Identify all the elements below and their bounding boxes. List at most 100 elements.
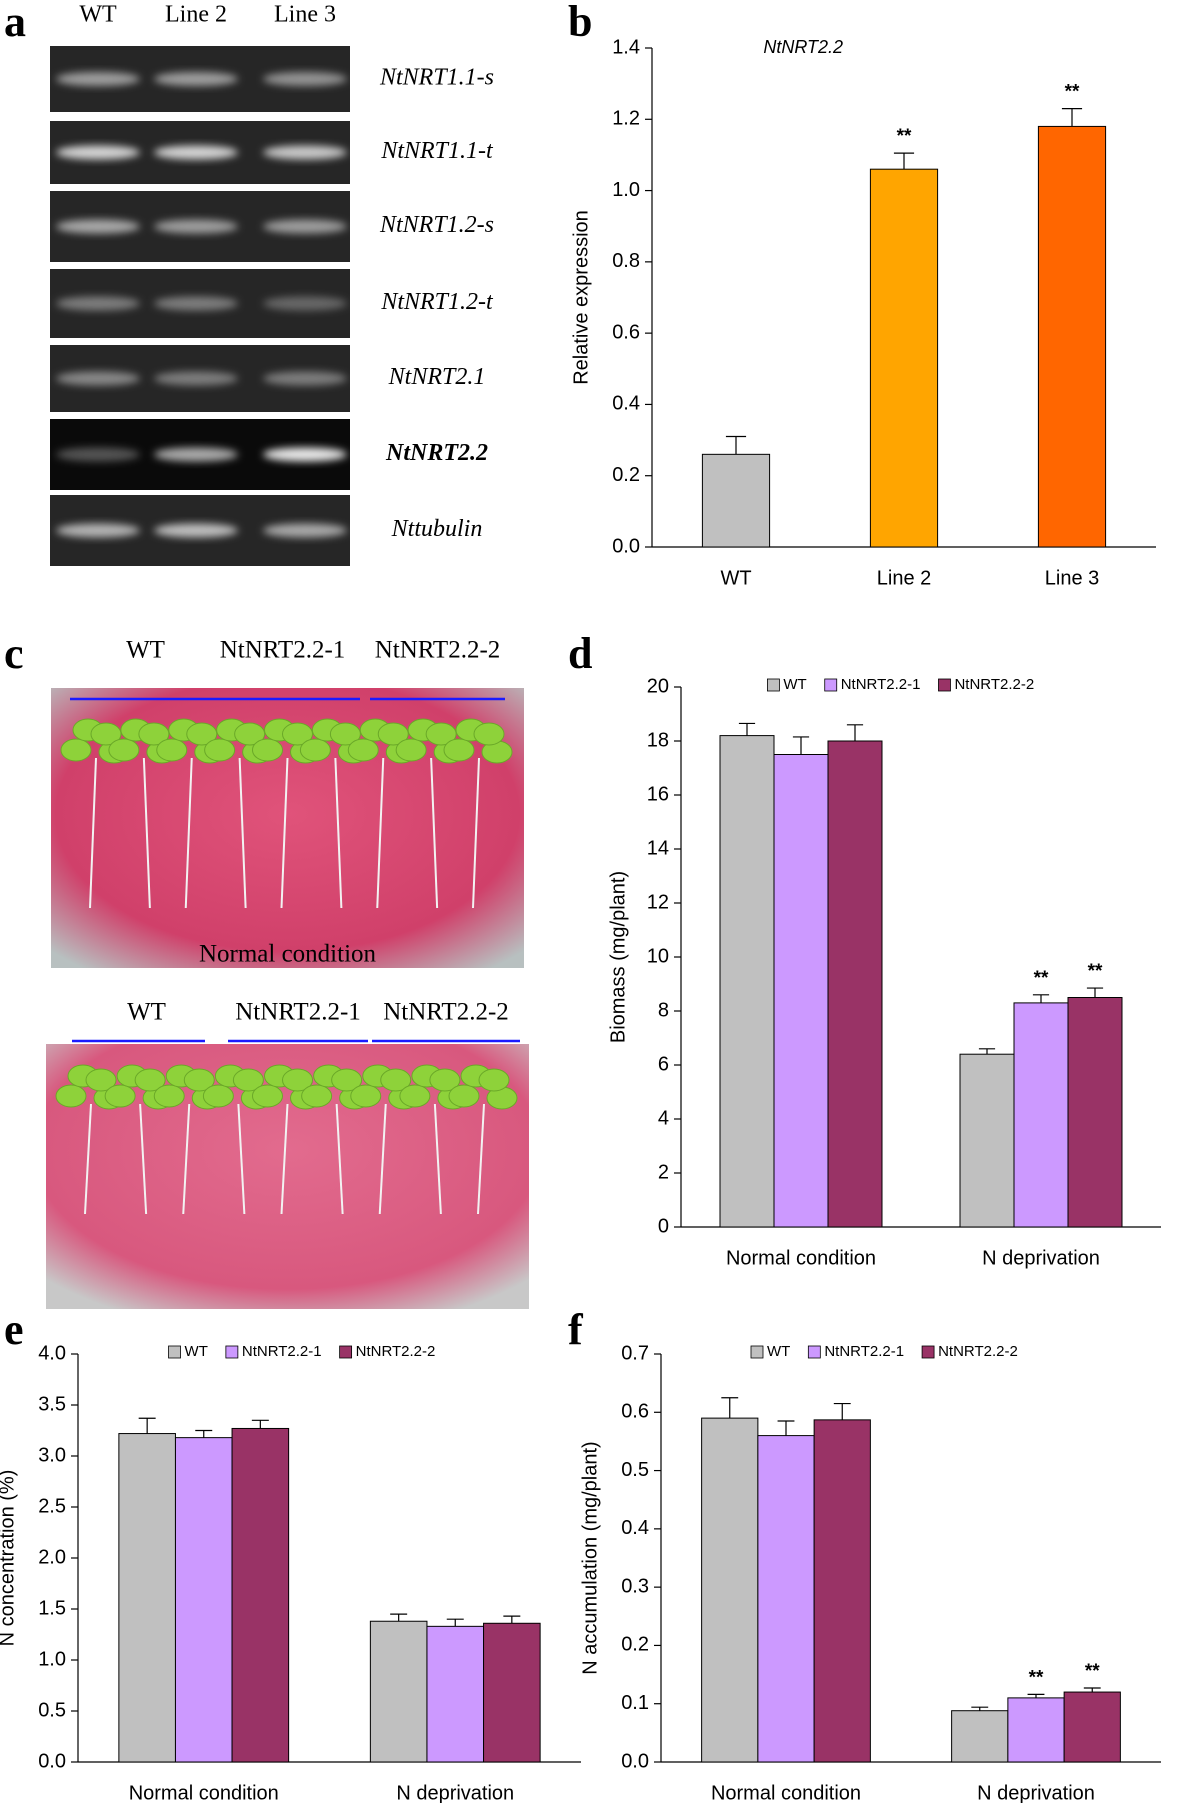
- plate-caption: Normal condition: [199, 941, 377, 968]
- bar: [959, 1053, 1015, 1228]
- root: [182, 1103, 191, 1215]
- group-label: NtNRT2.2-2: [375, 637, 501, 664]
- y-tick-label: 8: [658, 999, 669, 1021]
- legend-swatch: [168, 1345, 181, 1359]
- lane-label: Line 2: [165, 2, 227, 28]
- y-axis-label: N accumulation (mg/plant): [579, 1441, 601, 1674]
- bar: [813, 1419, 871, 1763]
- gene-label: NtNRT1.2-s: [379, 212, 494, 238]
- panel-label: e: [4, 1305, 24, 1354]
- leaf: [478, 1068, 510, 1092]
- leaf: [350, 1084, 382, 1108]
- y-axis-label: Biomass (mg/plant): [607, 871, 629, 1043]
- lane-label: Line 3: [274, 2, 336, 28]
- bar: [773, 754, 829, 1228]
- seedling-photos: [46, 688, 529, 1309]
- x-tick-label: Normal condition: [726, 1247, 876, 1269]
- leaf: [299, 738, 331, 762]
- significance-label: **: [1029, 1667, 1044, 1688]
- y-tick-label: 0.1: [621, 1692, 649, 1714]
- root: [238, 757, 247, 909]
- legend-label: NtNRT2.2-2: [954, 676, 1034, 693]
- x-tick-label: N deprivation: [977, 1782, 1095, 1803]
- y-tick-label: 0.5: [621, 1459, 649, 1481]
- lane-label: WT: [79, 2, 117, 28]
- root: [378, 1103, 387, 1215]
- significance-label: **: [1065, 82, 1080, 103]
- gel-band: [263, 447, 347, 462]
- root: [89, 757, 97, 909]
- y-tick-label: 0.4: [621, 1517, 649, 1539]
- bar: [1063, 1691, 1121, 1763]
- leaf: [425, 722, 457, 746]
- bar: [1037, 125, 1107, 548]
- root: [280, 1103, 289, 1215]
- group-label: NtNRT2.2-1: [235, 999, 361, 1026]
- legend-swatch: [339, 1345, 353, 1359]
- legend-swatch: [767, 678, 780, 692]
- y-tick-label: 16: [647, 783, 669, 805]
- gel-band: [263, 219, 347, 234]
- y-tick-label: 20: [647, 675, 669, 697]
- bar: [369, 1620, 428, 1763]
- y-tick-label: 0.5: [38, 1699, 66, 1721]
- y-tick-label: 0.6: [621, 1401, 649, 1423]
- leaf: [234, 722, 266, 746]
- leaf: [202, 1084, 234, 1108]
- panel-label: b: [568, 0, 592, 46]
- bar: [1007, 1697, 1065, 1763]
- root: [433, 1103, 442, 1215]
- leaf: [204, 738, 236, 762]
- x-tick-label: N deprivation: [396, 1782, 514, 1803]
- leaf: [252, 738, 283, 762]
- y-tick-label: 0: [658, 1215, 669, 1237]
- legend-label: NtNRT2.2-1: [824, 1343, 904, 1360]
- chart-title: NtNRT2.2: [763, 37, 843, 57]
- group-label: NtNRT2.2-2: [383, 999, 509, 1026]
- root: [237, 1103, 246, 1215]
- leaf: [329, 722, 361, 746]
- gel-band: [56, 371, 140, 386]
- x-tick-label: Normal condition: [129, 1782, 279, 1803]
- leaf: [156, 738, 188, 762]
- legend-swatch: [921, 1345, 935, 1359]
- gel-band: [56, 447, 140, 462]
- bar: [827, 740, 883, 1228]
- gel-band: [263, 523, 347, 538]
- panel-label: d: [568, 629, 592, 678]
- leaf: [282, 722, 313, 746]
- y-tick-label: 2: [658, 1161, 669, 1183]
- y-tick-label: 1.2: [612, 108, 640, 130]
- y-tick-label: 0.8: [612, 250, 640, 272]
- y-tick-label: 0.2: [612, 464, 640, 486]
- leaf: [399, 1084, 431, 1108]
- y-tick-label: 2.0: [38, 1546, 66, 1568]
- gene-label: NtNRT2.2: [385, 440, 488, 466]
- root: [184, 757, 193, 909]
- leaf: [104, 1084, 136, 1108]
- gel-band: [154, 371, 238, 386]
- y-tick-label: 3.5: [38, 1393, 66, 1415]
- root: [280, 757, 289, 909]
- gel-band: [154, 296, 238, 311]
- legend-label: NtNRT2.2-1: [841, 676, 921, 693]
- gel-band: [154, 447, 238, 462]
- gel-band: [263, 72, 347, 86]
- y-tick-label: 4: [658, 1107, 669, 1129]
- significance-label: **: [1085, 1661, 1100, 1682]
- leaf: [153, 1084, 185, 1108]
- bar: [483, 1622, 541, 1763]
- leaf: [443, 738, 475, 762]
- x-tick-label: Line 2: [877, 567, 932, 589]
- group-label: WT: [127, 999, 166, 1026]
- significance-label: **: [1034, 968, 1049, 989]
- panel-label: c: [4, 629, 24, 678]
- leaf: [252, 1084, 283, 1108]
- bar: [231, 1427, 290, 1763]
- y-tick-label: 6: [658, 1053, 669, 1075]
- bar: [701, 1417, 759, 1763]
- root: [376, 757, 385, 909]
- gel-band: [154, 219, 238, 234]
- bar: [757, 1435, 815, 1763]
- y-tick-label: 0.7: [621, 1342, 649, 1364]
